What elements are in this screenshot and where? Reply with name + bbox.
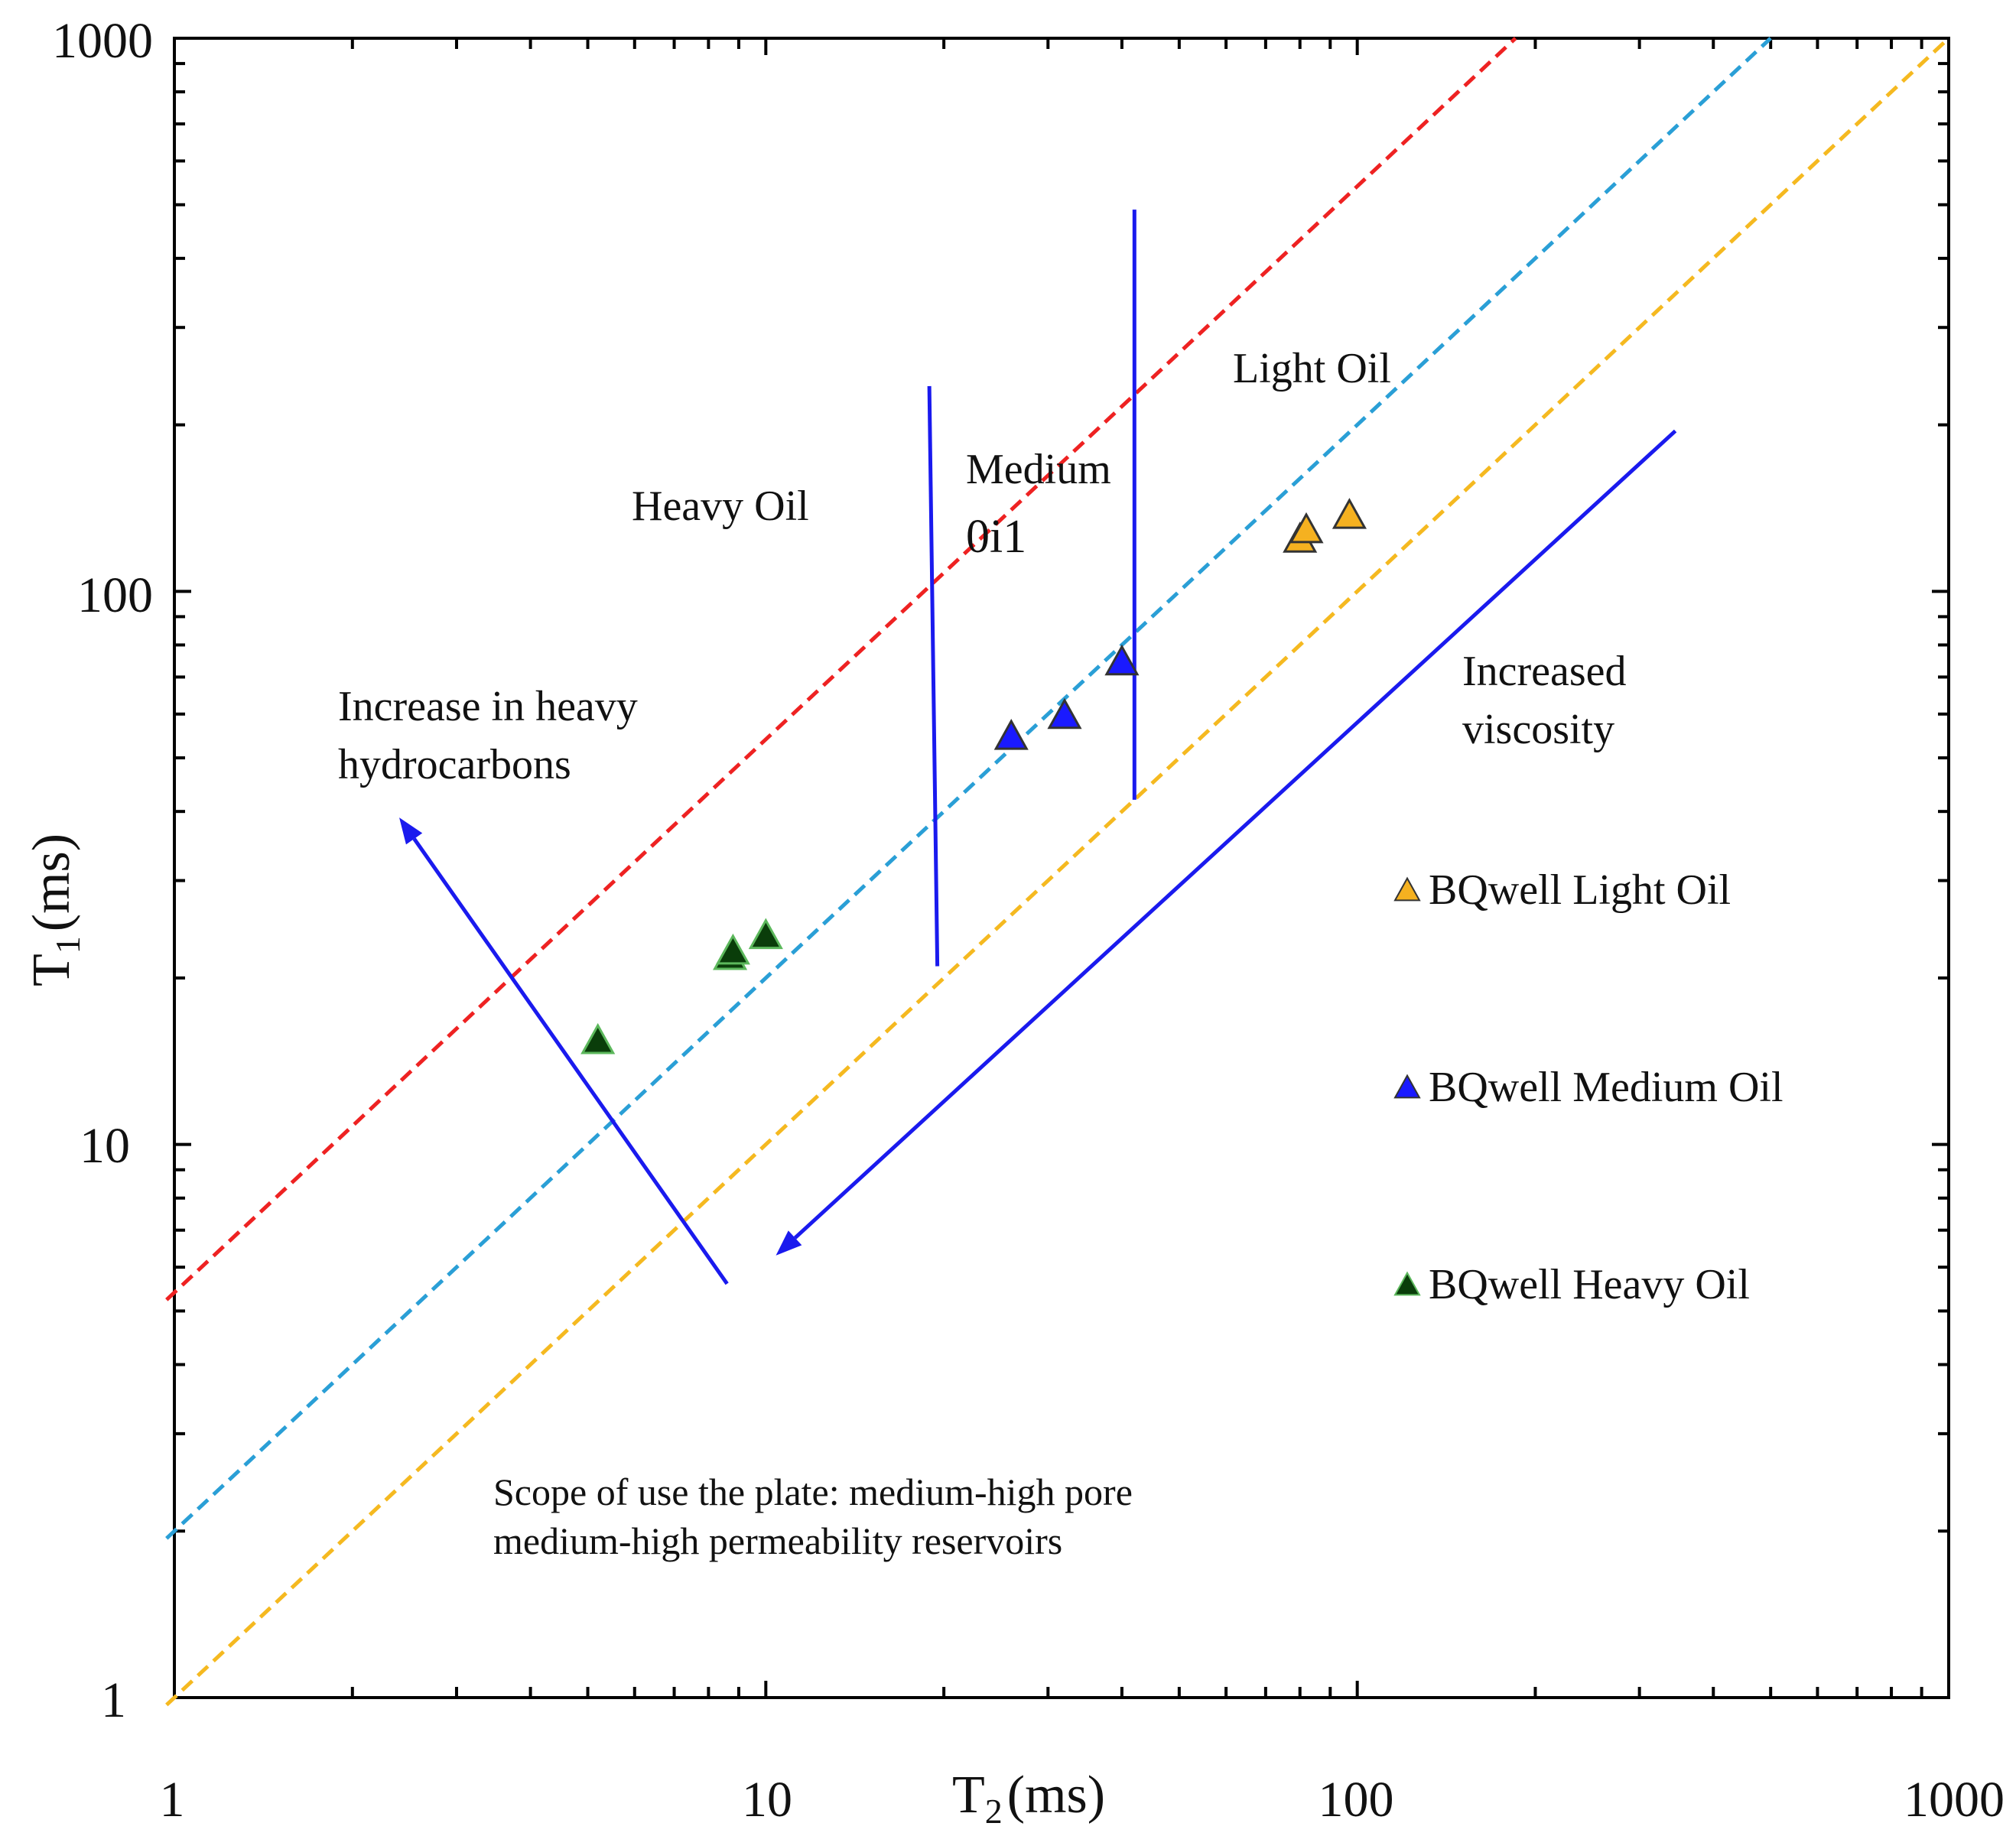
- x-tick-label-1: 1: [160, 1772, 185, 1828]
- medium-oil-label-line1: Medium: [966, 446, 1111, 493]
- data-point-bqwell-heavy-oil-3: [748, 918, 783, 950]
- data-point-bqwell-heavy-oil-0: [580, 1022, 616, 1054]
- x-axis-title: T2(ms): [952, 1766, 1105, 1831]
- y-tick-label-1: 1: [101, 1672, 126, 1728]
- data-point-bqwell-medium-oil-1: [1047, 697, 1082, 730]
- viscosity-label-line1: Increased: [1462, 648, 1627, 695]
- heavy-hydrocarbons-arrowhead: [399, 817, 423, 845]
- legend: BQwell Light Oil BQwell Medium Oil BQwel…: [1393, 866, 1784, 1308]
- legend-symbol-light-oil: [1393, 876, 1421, 902]
- legend-label-medium-oil: BQwell Medium Oil: [1429, 1064, 1784, 1111]
- scope-note-line1: Scope of use the plate: medium-high pore: [493, 1470, 1133, 1513]
- heavy-hydrocarbons-arrow: [412, 837, 729, 1285]
- x-tick-label-10: 10: [742, 1772, 792, 1828]
- viscosity-arrowhead: [776, 1230, 802, 1256]
- scope-note-line2: medium-high permeability reservoirs: [493, 1519, 1062, 1562]
- reference-line-blue: [165, 37, 1772, 1540]
- legend-symbol-heavy-oil: [1393, 1271, 1421, 1296]
- data-points: [580, 498, 1367, 1054]
- x-tick-label-100: 100: [1319, 1772, 1394, 1828]
- reference-line-red: [165, 37, 1517, 1301]
- heavy-oil-label: Heavy Oil: [632, 483, 809, 530]
- data-point-bqwell-light-oil-2: [1332, 498, 1367, 529]
- y-tick-label-1000: 1000: [52, 13, 153, 69]
- viscosity-label-line2: viscosity: [1462, 706, 1614, 753]
- plot-frame: [173, 37, 1950, 1699]
- increase-heavy-label-line1: Increase in heavy: [338, 683, 638, 730]
- viscosity-arrow: [793, 429, 1677, 1240]
- data-point-bqwell-medium-oil-2: [1104, 644, 1140, 676]
- medium-oil-label-line2: 0i1: [966, 511, 1026, 563]
- data-point-bqwell-medium-oil-0: [993, 719, 1029, 750]
- legend-symbol-medium-oil: [1393, 1074, 1421, 1099]
- x-tick-label-1000: 1000: [1904, 1772, 2005, 1828]
- data-point-bqwell-heavy-oil-2: [715, 933, 750, 965]
- legend-label-heavy-oil: BQwell Heavy Oil: [1429, 1261, 1750, 1308]
- data-point-bqwell-light-oil-1: [1289, 512, 1324, 544]
- light-oil-label: Light Oil: [1233, 345, 1391, 392]
- increase-heavy-label-line2: hydrocarbons: [338, 741, 571, 788]
- y-tick-label-100: 100: [77, 567, 153, 623]
- heavy-medium-divider: [927, 385, 940, 967]
- y-axis-title: T1(ms): [22, 834, 87, 986]
- y-tick-label-10: 10: [80, 1118, 130, 1174]
- legend-label-light-oil: BQwell Light Oil: [1429, 866, 1731, 914]
- minor-ticks: [173, 37, 1950, 1699]
